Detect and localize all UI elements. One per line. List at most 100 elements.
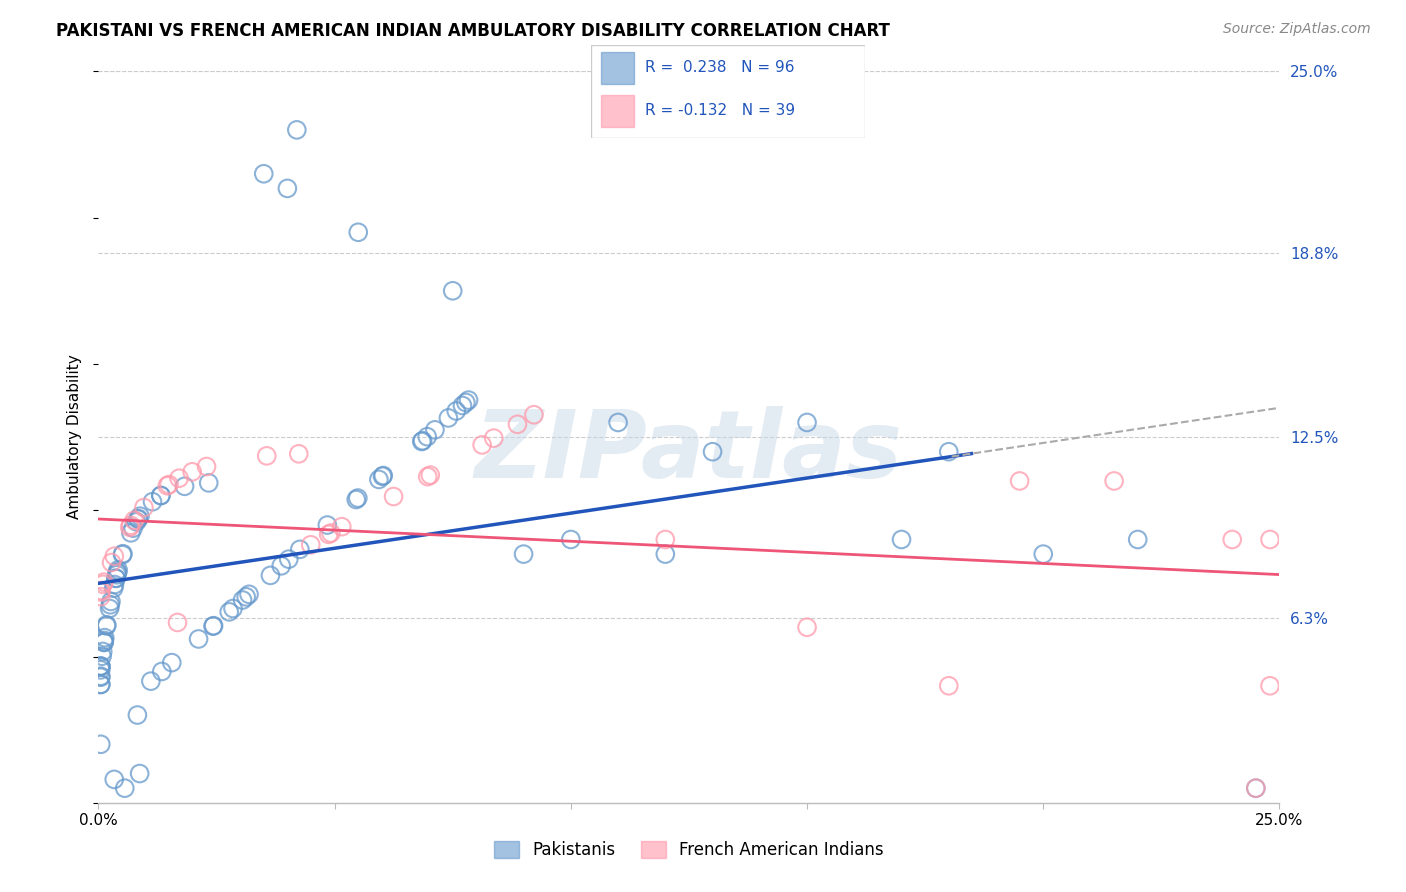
Text: ZIPatlas: ZIPatlas <box>475 406 903 498</box>
Point <box>423 423 446 437</box>
Point <box>1102 474 1125 488</box>
Point <box>316 518 339 533</box>
Point <box>103 581 125 595</box>
Point <box>105 567 128 582</box>
Point <box>330 519 353 533</box>
Point <box>100 594 122 608</box>
Point <box>222 601 245 615</box>
Point <box>416 469 439 483</box>
FancyBboxPatch shape <box>591 45 865 138</box>
Point <box>938 679 960 693</box>
Point <box>90 590 112 604</box>
Point <box>107 563 129 577</box>
Point <box>1008 474 1031 488</box>
Point <box>149 489 172 503</box>
Point <box>454 395 477 409</box>
Point <box>93 575 115 590</box>
Point <box>160 656 183 670</box>
Point <box>451 399 474 413</box>
Point <box>91 644 114 658</box>
Text: PAKISTANI VS FRENCH AMERICAN INDIAN AMBULATORY DISABILITY CORRELATION CHART: PAKISTANI VS FRENCH AMERICAN INDIAN AMBU… <box>56 22 890 40</box>
Point <box>120 525 142 540</box>
Point <box>1032 547 1054 561</box>
Point <box>129 509 152 524</box>
Point <box>122 513 145 527</box>
Point <box>1258 679 1281 693</box>
Point <box>796 620 818 634</box>
Point <box>103 549 125 564</box>
Point <box>412 434 434 448</box>
Point <box>1220 533 1243 547</box>
Point <box>128 766 150 780</box>
Point <box>125 515 148 529</box>
Point <box>416 430 439 444</box>
Point <box>1258 533 1281 547</box>
Point <box>235 590 257 604</box>
Point <box>512 547 534 561</box>
Point <box>122 521 145 535</box>
Text: Source: ZipAtlas.com: Source: ZipAtlas.com <box>1223 22 1371 37</box>
Point <box>127 511 149 525</box>
Point <box>93 635 115 649</box>
Point <box>166 615 188 630</box>
Point <box>411 434 433 449</box>
Point <box>238 587 260 601</box>
Point <box>96 619 118 633</box>
Point <box>1244 781 1267 796</box>
Point <box>346 491 368 505</box>
Point <box>444 404 467 418</box>
Point <box>90 677 112 691</box>
Point <box>103 577 125 591</box>
Point <box>259 568 281 582</box>
Point <box>796 416 818 430</box>
Point <box>607 416 630 430</box>
Point <box>107 566 129 580</box>
Point <box>90 670 112 684</box>
Point <box>98 601 121 615</box>
Point <box>202 619 225 633</box>
Point <box>367 472 389 486</box>
Point <box>288 447 311 461</box>
Point <box>523 408 546 422</box>
Point <box>288 542 311 557</box>
Point <box>127 512 149 526</box>
Point <box>471 438 494 452</box>
Point <box>232 593 254 607</box>
Point <box>506 417 529 432</box>
Point <box>100 556 122 570</box>
Point <box>114 781 136 796</box>
Point <box>150 665 173 679</box>
Point <box>560 533 582 547</box>
Point <box>139 674 162 689</box>
Point <box>938 444 960 458</box>
Point <box>132 500 155 515</box>
Point <box>103 772 125 787</box>
Point <box>167 471 190 485</box>
Point <box>93 633 115 648</box>
FancyBboxPatch shape <box>602 95 634 127</box>
Point <box>285 123 308 137</box>
Point <box>1126 533 1149 547</box>
Point <box>419 468 441 483</box>
Point <box>90 659 112 673</box>
Point <box>181 465 204 479</box>
FancyBboxPatch shape <box>602 52 634 84</box>
Point <box>90 585 112 599</box>
Point <box>197 475 219 490</box>
Point <box>105 566 128 580</box>
Point <box>104 571 127 585</box>
Point <box>437 411 460 425</box>
Text: R =  0.238   N = 96: R = 0.238 N = 96 <box>645 60 794 75</box>
Point <box>318 527 340 541</box>
Point <box>111 548 134 562</box>
Point <box>702 444 724 458</box>
Point <box>96 617 118 632</box>
Point <box>91 649 114 664</box>
Point <box>654 533 676 547</box>
Point <box>127 708 149 723</box>
Point <box>157 477 180 491</box>
Point <box>90 583 112 598</box>
Point <box>90 663 112 677</box>
Point <box>654 547 676 561</box>
Point <box>253 167 276 181</box>
